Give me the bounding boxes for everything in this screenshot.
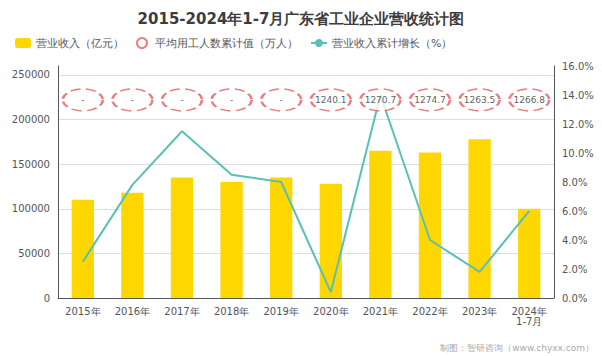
svg-text:6.0%: 6.0%	[562, 206, 587, 217]
svg-text:1274.7: 1274.7	[414, 95, 446, 105]
svg-text:-: -	[131, 95, 134, 105]
svg-text:8.0%: 8.0%	[562, 177, 587, 188]
svg-text:-: -	[280, 95, 283, 105]
svg-text:200000: 200000	[12, 114, 50, 125]
svg-text:1240.1: 1240.1	[315, 95, 347, 105]
svg-text:1266.8: 1266.8	[513, 95, 545, 105]
svg-text:2022年: 2022年	[412, 306, 447, 317]
svg-text:2021年: 2021年	[363, 306, 398, 317]
svg-text:50000: 50000	[18, 248, 50, 259]
svg-text:0.0%: 0.0%	[562, 293, 587, 304]
svg-text:2018年: 2018年	[214, 306, 249, 317]
svg-text:150000: 150000	[12, 159, 50, 170]
svg-text:2019年: 2019年	[263, 306, 298, 317]
svg-text:-: -	[180, 95, 183, 105]
svg-text:250000: 250000	[12, 69, 50, 80]
svg-text:2023年: 2023年	[462, 306, 497, 317]
svg-text:10.0%: 10.0%	[562, 148, 594, 159]
svg-text:12.0%: 12.0%	[562, 119, 594, 130]
svg-text:2016年: 2016年	[115, 306, 150, 317]
svg-text:营业收入（亿元）: 营业收入（亿元）	[36, 37, 124, 50]
svg-text:100000: 100000	[12, 203, 50, 214]
svg-text:2024年: 2024年	[511, 305, 547, 317]
svg-text:2.0%: 2.0%	[562, 264, 587, 275]
svg-text:16.0%: 16.0%	[562, 61, 594, 72]
svg-text:1270.7: 1270.7	[365, 95, 397, 105]
svg-text:2015-2024年1-7月广东省工业企业营收统计图: 2015-2024年1-7月广东省工业企业营收统计图	[138, 10, 465, 28]
svg-text:平均用工人数累计值（万人）: 平均用工人数累计值（万人）	[155, 37, 298, 50]
svg-text:2015年: 2015年	[65, 306, 100, 317]
svg-text:4.0%: 4.0%	[562, 235, 587, 246]
svg-text:14.0%: 14.0%	[562, 90, 594, 101]
svg-text:-: -	[230, 95, 233, 105]
svg-text:2017年: 2017年	[164, 306, 199, 317]
svg-text:-: -	[81, 95, 84, 105]
svg-text:0: 0	[44, 293, 50, 304]
svg-text:1263.5: 1263.5	[464, 95, 496, 105]
svg-text:2020年: 2020年	[313, 306, 348, 317]
svg-text:1-7月: 1-7月	[516, 316, 542, 327]
svg-text:营业收入累计增长（%）: 营业收入累计增长（%）	[332, 37, 452, 50]
svg-text:制图：智研咨询（www.chyxx.com）: 制图：智研咨询（www.chyxx.com）	[440, 343, 594, 353]
